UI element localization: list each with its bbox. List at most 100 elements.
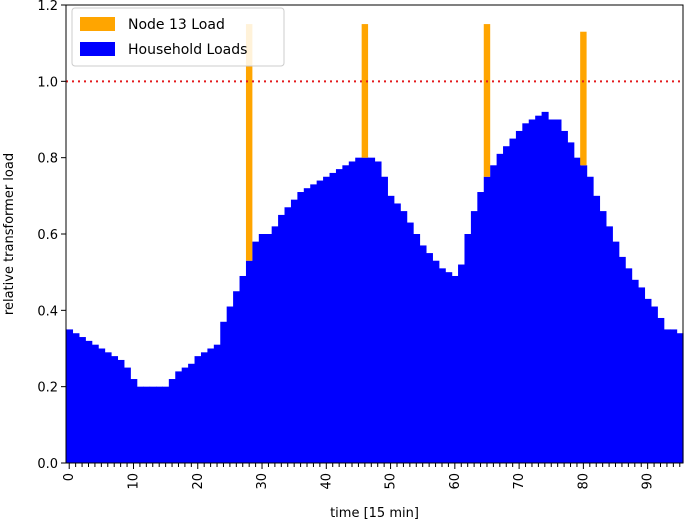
household-bar — [207, 348, 215, 463]
household-bar — [528, 119, 536, 463]
household-bar — [380, 176, 388, 463]
x-tick-label: 80 — [576, 473, 591, 490]
household-bar — [483, 176, 491, 463]
household-bar — [670, 329, 678, 463]
x-tick-label: 0 — [62, 473, 77, 481]
household-bar — [130, 379, 138, 463]
household-bar — [650, 306, 658, 463]
household-bar — [200, 352, 208, 463]
household-bar — [548, 119, 556, 463]
household-bar — [239, 275, 247, 463]
household-bar — [625, 268, 633, 463]
household-bar — [348, 161, 356, 464]
household-bar — [271, 226, 279, 463]
node13-bar — [245, 24, 253, 261]
household-bar — [496, 153, 504, 463]
household-bar — [335, 169, 343, 463]
household-bar — [155, 386, 164, 463]
household-bar — [110, 356, 119, 463]
legend-label-node13: Node 13 Load — [128, 17, 225, 33]
household-bar — [560, 130, 568, 463]
household-bar — [188, 363, 196, 463]
legend-swatch-node13 — [80, 17, 115, 31]
household-bar — [329, 172, 337, 463]
legend-swatch-household — [80, 42, 115, 56]
x-tick-label: 40 — [319, 473, 334, 490]
household-bar — [368, 157, 376, 464]
household-bar — [663, 329, 671, 463]
household-bar — [612, 241, 620, 463]
household-bar — [297, 192, 305, 463]
household-bar — [85, 340, 93, 463]
household-bar — [406, 222, 414, 463]
household-bar — [181, 367, 189, 463]
household-bar — [400, 211, 408, 463]
household-bar — [220, 321, 228, 463]
y-tick-label: 0.8 — [37, 152, 58, 167]
household-bar — [605, 226, 613, 463]
household-bar — [490, 165, 498, 464]
node13-bar — [483, 24, 491, 177]
household-bar — [245, 260, 253, 463]
household-bar — [136, 386, 144, 463]
household-bar — [554, 119, 562, 463]
y-tick-label: 1.0 — [37, 75, 58, 90]
y-tick-label: 0.4 — [37, 304, 58, 319]
legend-box — [71, 7, 285, 67]
household-bar — [387, 195, 395, 463]
household-bar — [509, 138, 517, 463]
household-bar — [419, 245, 427, 463]
household-bar — [393, 203, 401, 463]
y-axis-title: relative transformer load — [2, 153, 17, 315]
household-bar — [464, 234, 472, 463]
household-bar — [567, 142, 575, 463]
household-bar — [638, 287, 646, 463]
household-bar — [573, 157, 581, 464]
household-bar — [175, 371, 183, 463]
household-bar — [631, 279, 639, 463]
household-bar — [72, 333, 80, 463]
household-bar — [265, 234, 273, 463]
x-tick-label: 70 — [512, 473, 527, 490]
node13-bar — [361, 24, 369, 158]
household-bar — [342, 165, 350, 464]
household-bar — [252, 241, 260, 463]
x-tick-label: 20 — [191, 473, 206, 490]
y-tick-label: 1.2 — [37, 0, 58, 14]
household-bar — [515, 130, 523, 463]
household-bar — [303, 188, 311, 463]
household-bar — [535, 115, 543, 464]
household-bar — [599, 211, 607, 463]
household-bar — [374, 161, 382, 464]
household-bar — [413, 234, 421, 463]
household-bar — [586, 176, 594, 463]
household-bar — [104, 352, 112, 463]
x-tick-label: 90 — [641, 473, 656, 490]
household-bar — [355, 157, 363, 464]
x-tick-label: 60 — [448, 473, 463, 490]
household-bar — [117, 359, 125, 463]
household-bar — [361, 157, 369, 464]
household-bar — [233, 291, 241, 463]
household-bar — [593, 195, 601, 463]
household-bar — [168, 379, 176, 463]
household-bar — [194, 356, 202, 463]
bars-layer — [66, 24, 684, 464]
household-bar — [91, 344, 99, 463]
legend-label-household: Household Loads — [128, 42, 247, 58]
household-bar — [78, 337, 86, 463]
household-bar — [316, 180, 324, 463]
household-bar — [278, 214, 286, 463]
household-bar — [541, 111, 549, 464]
x-axis-title: time [15 min] — [330, 506, 419, 521]
household-bar — [284, 207, 292, 463]
household-bar — [458, 264, 466, 463]
household-bar — [143, 386, 151, 463]
household-bar — [451, 275, 459, 463]
y-tick-label: 0.0 — [37, 457, 58, 472]
y-tick-label: 0.2 — [37, 381, 58, 396]
y-tick-label: 0.6 — [37, 228, 58, 243]
household-bar — [438, 268, 446, 463]
household-bar — [213, 344, 221, 463]
